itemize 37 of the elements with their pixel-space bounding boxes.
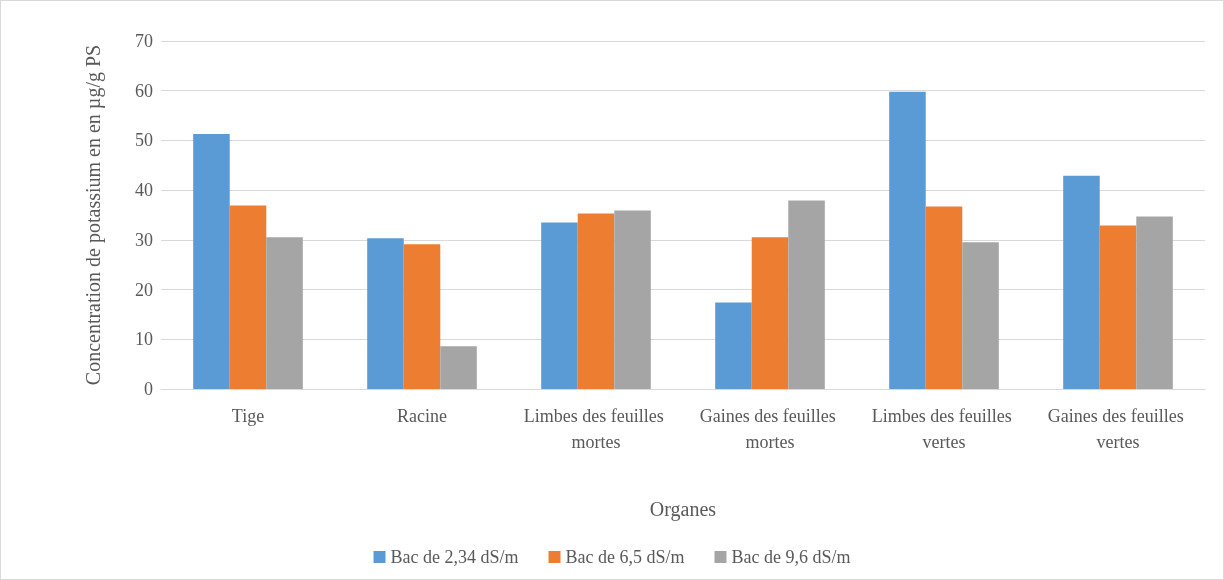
legend-label: Bac de 9,6 dS/m (731, 547, 851, 567)
y-tick-label: 10 (135, 329, 153, 350)
y-tick-label: 20 (135, 279, 153, 300)
bar (925, 206, 963, 389)
bar (266, 237, 303, 389)
x-tick-label: Gaines des feuilles vertes (1047, 406, 1189, 452)
x-tick-label: Racine (397, 406, 447, 426)
bar (715, 302, 752, 389)
bar (367, 238, 404, 389)
bar (229, 205, 267, 389)
bar (541, 222, 578, 389)
bar (1136, 216, 1173, 389)
bar (440, 346, 477, 389)
bar (962, 242, 999, 389)
bar (788, 200, 825, 389)
bar (193, 133, 230, 389)
bar (889, 91, 926, 389)
bar (614, 210, 651, 389)
y-tick-label: 30 (135, 229, 153, 250)
y-axis-title: Concentration de potassium en en µg/g PS (82, 44, 105, 386)
x-tick-label: Limbes des feuilles vertes (871, 406, 1017, 452)
x-axis-title: Organes (649, 498, 717, 521)
x-tick-label: Gaines des feuilles mortes (699, 406, 841, 452)
legend-label: Bac de 6,5 dS/m (565, 547, 685, 567)
y-tick-label: 0 (144, 379, 153, 399)
bar (751, 237, 789, 389)
y-tick-label: 50 (135, 130, 153, 151)
bar (1099, 225, 1137, 389)
bar (1063, 175, 1100, 389)
y-tick-label: 70 (135, 31, 153, 51)
x-tick-label: Tige (231, 406, 265, 426)
y-tick-label: 40 (135, 180, 153, 201)
legend-label: Bac de 2,34 dS/m (390, 547, 519, 567)
bar (577, 213, 615, 389)
y-tick-label: 60 (135, 80, 153, 101)
x-tick-label: Limbes des feuilles mortes (523, 406, 669, 452)
bar (403, 244, 441, 389)
